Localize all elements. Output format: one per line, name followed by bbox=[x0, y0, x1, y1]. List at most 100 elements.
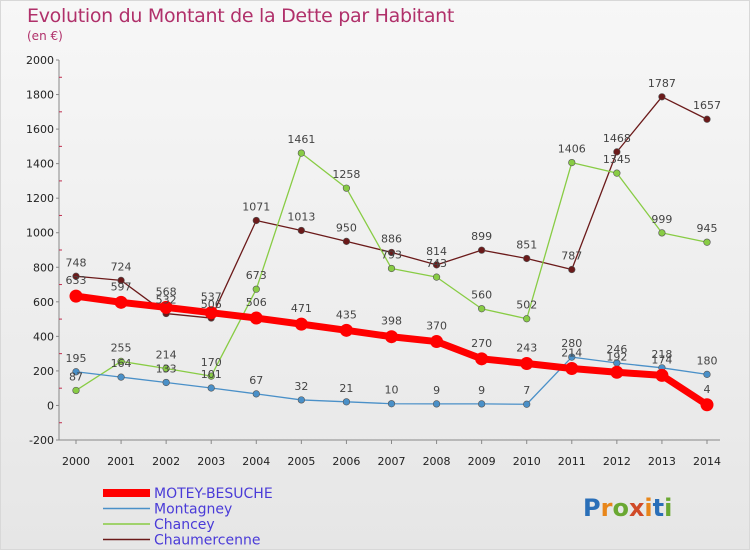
data-label: 502 bbox=[516, 299, 537, 312]
data-label: 1461 bbox=[287, 133, 315, 146]
data-point bbox=[523, 254, 531, 263]
y-tick-label: 800 bbox=[33, 261, 54, 274]
series-motey-besuche bbox=[69, 289, 714, 412]
data-point bbox=[655, 368, 669, 382]
data-label: 270 bbox=[471, 337, 492, 350]
data-label: 101 bbox=[201, 368, 222, 381]
data-point bbox=[432, 261, 441, 269]
data-label: 133 bbox=[156, 362, 177, 375]
data-label: 724 bbox=[111, 260, 132, 273]
data-label: 1071 bbox=[242, 200, 270, 213]
data-label: 1787 bbox=[648, 77, 676, 90]
data-point bbox=[162, 378, 170, 387]
x-tick-label: 2002 bbox=[152, 455, 180, 468]
data-label: 214 bbox=[561, 346, 582, 359]
data-label: 597 bbox=[111, 280, 132, 293]
data-point bbox=[568, 265, 576, 274]
data-point bbox=[387, 400, 396, 408]
data-point bbox=[523, 400, 531, 408]
data-label: 164 bbox=[111, 357, 132, 370]
legend-label: Montagney bbox=[154, 502, 232, 518]
data-point bbox=[568, 353, 576, 361]
chart-unit: (en €) bbox=[27, 29, 63, 43]
data-point bbox=[249, 311, 263, 325]
data-point bbox=[523, 315, 531, 323]
data-point bbox=[430, 335, 444, 349]
data-point bbox=[117, 276, 125, 285]
data-label: 195 bbox=[66, 352, 87, 365]
y-tick-label: 400 bbox=[33, 330, 54, 343]
legend-label: MOTEY-BESUCHE bbox=[154, 486, 273, 502]
data-label: 87 bbox=[69, 370, 83, 383]
data-label: 180 bbox=[697, 354, 718, 367]
data-label: 1657 bbox=[693, 99, 721, 112]
legend: MOTEY-BESUCHEMontagneyChanceyChaumercenn… bbox=[103, 486, 273, 549]
data-label: 471 bbox=[291, 302, 312, 315]
data-label: 1345 bbox=[603, 153, 631, 166]
data-label: 899 bbox=[471, 230, 492, 243]
data-point bbox=[565, 361, 579, 375]
data-point bbox=[613, 148, 621, 156]
data-label: 787 bbox=[561, 250, 582, 263]
data-point bbox=[252, 285, 260, 293]
data-label: 673 bbox=[246, 269, 267, 282]
data-point bbox=[520, 356, 534, 370]
proxiti-logo: Proxiti bbox=[583, 494, 672, 522]
x-tick-label: 2006 bbox=[332, 455, 360, 468]
data-label: 950 bbox=[336, 221, 357, 234]
data-label: 537 bbox=[201, 291, 222, 304]
data-label: 506 bbox=[246, 296, 267, 309]
data-point bbox=[478, 400, 486, 408]
y-tick-label: 200 bbox=[33, 365, 54, 378]
data-point bbox=[387, 264, 396, 273]
data-label: 886 bbox=[381, 232, 402, 245]
data-label: 170 bbox=[201, 356, 222, 369]
x-tick-label: 2005 bbox=[287, 455, 315, 468]
data-point bbox=[385, 330, 398, 344]
data-point bbox=[252, 390, 260, 398]
data-point bbox=[207, 372, 215, 380]
data-label: 793 bbox=[381, 248, 402, 261]
data-label: 9 bbox=[478, 384, 485, 397]
data-point bbox=[610, 365, 624, 379]
data-point bbox=[478, 305, 486, 313]
data-point bbox=[69, 289, 83, 303]
x-tick-label: 2007 bbox=[378, 455, 406, 468]
data-label: 398 bbox=[381, 315, 402, 328]
data-label: 1258 bbox=[332, 168, 360, 181]
data-label: 435 bbox=[336, 308, 357, 321]
x-tick-label: 2013 bbox=[648, 455, 676, 468]
data-point bbox=[72, 272, 80, 280]
data-point bbox=[342, 398, 351, 406]
data-point bbox=[703, 370, 711, 378]
data-point bbox=[204, 306, 218, 320]
data-label: 9 bbox=[433, 384, 440, 397]
data-label: 506 bbox=[201, 298, 222, 311]
data-label: 1013 bbox=[287, 210, 315, 223]
data-point bbox=[114, 295, 128, 309]
legend-label: Chancey bbox=[154, 517, 215, 533]
data-point bbox=[72, 368, 80, 376]
data-point bbox=[703, 115, 711, 123]
y-tick-label: 1000 bbox=[26, 227, 54, 240]
data-label: 174 bbox=[651, 353, 672, 366]
data-point bbox=[700, 398, 714, 412]
data-point bbox=[613, 169, 621, 177]
data-label: 192 bbox=[606, 350, 627, 363]
data-label: 851 bbox=[516, 238, 537, 251]
data-point bbox=[159, 300, 173, 314]
data-label: 67 bbox=[249, 374, 263, 387]
data-label: 255 bbox=[111, 341, 132, 354]
data-label: 568 bbox=[156, 285, 177, 298]
axes: -200 0 200 400 600 800 1000 1200 1400 1600 1800 200… bbox=[26, 54, 721, 468]
data-point bbox=[339, 323, 353, 337]
data-point bbox=[162, 364, 170, 373]
series-chancey bbox=[72, 149, 711, 395]
data-point bbox=[658, 93, 666, 101]
data-label: 814 bbox=[426, 245, 447, 258]
data-point bbox=[297, 226, 305, 235]
x-tick-label: 2001 bbox=[107, 455, 135, 468]
x-tick-label: 2009 bbox=[468, 455, 496, 468]
data-point bbox=[342, 237, 351, 245]
